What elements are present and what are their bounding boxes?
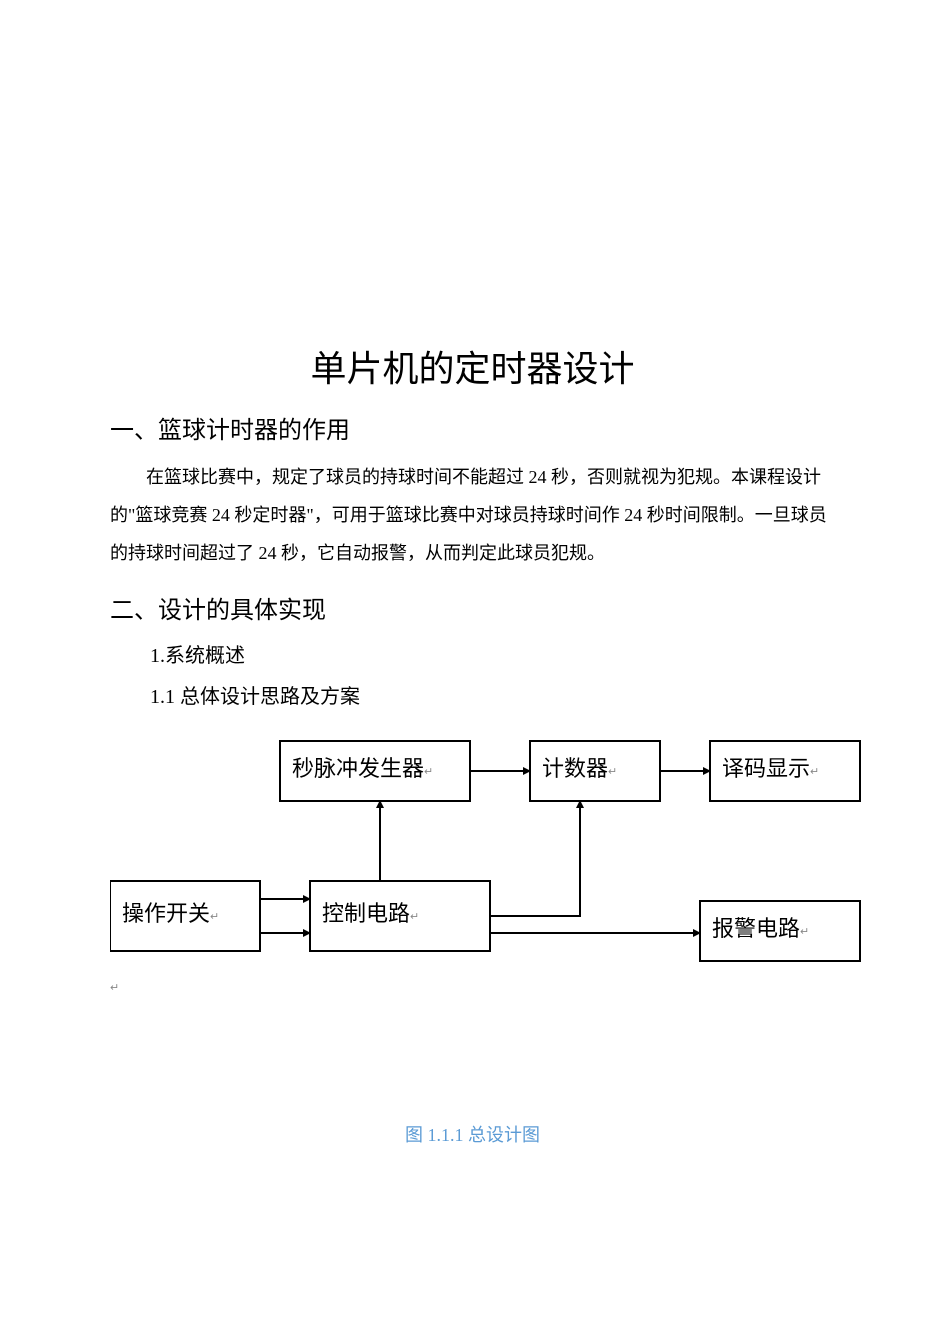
node-pulse: 秒脉冲发生器↵ [280,741,470,801]
node-switch: 操作开关↵ [110,881,260,951]
svg-text:操作开关: 操作开关 [122,901,210,926]
svg-text:↵: ↵ [608,766,617,778]
document-page: 单片机的定时器设计 一、篮球计时器的作用 在篮球比赛中，规定了球员的持球时间不能… [0,0,945,1147]
node-display: 译码显示↵ [710,741,860,801]
svg-text:↵: ↵ [424,766,433,778]
svg-text:↵: ↵ [210,911,219,923]
node-counter: 计数器↵ [530,741,660,801]
section-2-heading: 二、设计的具体实现 [110,590,835,625]
section-1-heading: 一、篮球计时器的作用 [110,410,835,445]
section-1-paragraph: 在篮球比赛中，规定了球员的持球时间不能超过 24 秒，否则就视为犯规。本课程设计… [110,459,835,572]
node-alarm: 报警电路↵ [700,901,860,961]
svg-text:译码显示: 译码显示 [722,756,810,781]
svg-text:计数器: 计数器 [542,756,608,781]
stray-return-char: ↵ [110,982,119,994]
section-2-sub-1: 1.系统概述 [150,639,835,668]
section-2-sub-2: 1.1 总体设计思路及方案 [150,680,835,709]
svg-text:秒脉冲发生器: 秒脉冲发生器 [292,756,424,781]
flowchart-diagram: 操作开关↵秒脉冲发生器↵控制电路↵计数器↵译码显示↵报警电路↵↵ [110,721,835,1021]
edge-control-counter [490,801,580,916]
svg-text:↵: ↵ [410,911,419,923]
figure-caption: 图 1.1.1 总设计图 [110,1121,835,1147]
svg-text:↵: ↵ [810,766,819,778]
svg-text:↵: ↵ [800,926,809,938]
svg-text:报警电路: 报警电路 [712,916,800,941]
svg-text:控制电路: 控制电路 [322,901,410,926]
main-title: 单片机的定时器设计 [110,340,835,392]
flowchart-svg: 操作开关↵秒脉冲发生器↵控制电路↵计数器↵译码显示↵报警电路↵↵ [110,721,870,1021]
node-control: 控制电路↵ [310,881,490,951]
